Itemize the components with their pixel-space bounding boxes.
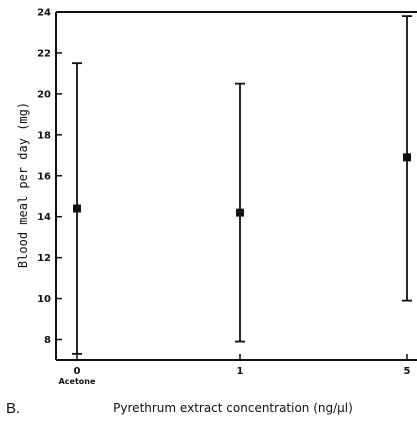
y-tick-label: 24 — [37, 8, 51, 19]
x-tick-sublabel: Acetone — [59, 377, 96, 386]
y-tick-label: 12 — [37, 253, 51, 264]
y-tick-label: 16 — [37, 171, 51, 182]
y-tick-label: 10 — [37, 294, 51, 305]
y-tick-label: 20 — [37, 89, 51, 100]
panel-label: B. — [6, 400, 20, 417]
y-axis-title: Blood meal per day (mg) — [16, 102, 30, 268]
data-point — [236, 208, 244, 217]
data-point — [403, 153, 411, 162]
y-tick-label: 14 — [37, 212, 51, 223]
y-tick-label: 8 — [44, 335, 51, 346]
x-tick-label: 0 — [74, 366, 81, 377]
x-tick-label: 1 — [237, 366, 244, 377]
x-axis-title: Pyrethrum extract concentration (ng/µl) — [113, 401, 353, 415]
y-tick-label: 18 — [37, 130, 51, 141]
y-tick-label: 22 — [37, 48, 51, 59]
data-group — [72, 15, 412, 355]
x-tick-label: 5 — [404, 366, 411, 377]
data-point — [73, 204, 81, 213]
